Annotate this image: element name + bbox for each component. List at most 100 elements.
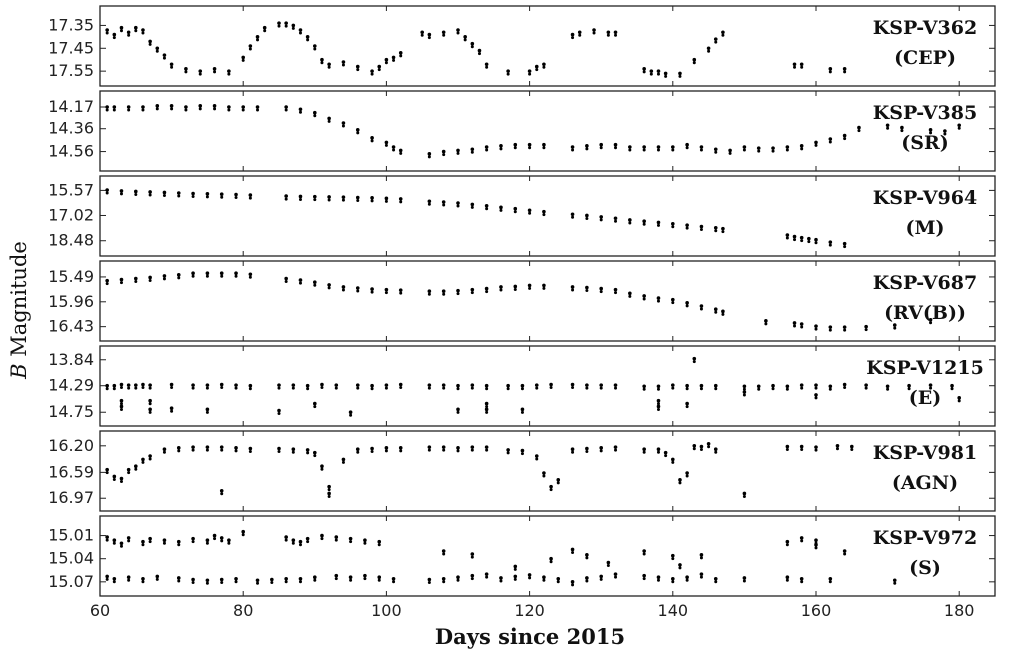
data-point (721, 30, 725, 35)
data-point (127, 108, 131, 112)
data-point (298, 31, 302, 35)
data-point (219, 445, 224, 449)
data-point (799, 322, 804, 326)
data-point (656, 575, 661, 580)
data-point (284, 21, 288, 25)
data-point (484, 401, 489, 406)
y-tick-label: 16.59 (48, 462, 94, 481)
data-point (277, 446, 281, 451)
data-point (742, 494, 746, 498)
data-point (391, 576, 396, 581)
y-tick-label: 14.36 (48, 119, 94, 138)
data-point (685, 474, 689, 478)
data-point (799, 144, 804, 148)
data-point (728, 151, 732, 155)
data-point (191, 386, 195, 390)
panel-ksp-v362: 17.35 17.45 17.55 KSP-V362 (CEP) (48, 5, 996, 87)
data-point (306, 451, 310, 455)
data-point (892, 323, 897, 327)
panel-ksp-v385: 14.17 14.36 14.56 KSP-V385 (SR) (48, 90, 996, 172)
data-point (227, 72, 231, 76)
data-point (713, 307, 718, 311)
data-point (499, 144, 503, 148)
data-point (427, 202, 431, 206)
data-point (843, 245, 847, 249)
data-point (456, 383, 460, 388)
data-point (699, 447, 703, 451)
data-point (671, 221, 675, 226)
data-point (191, 383, 195, 387)
y-axis-title-italic: B (7, 363, 31, 379)
data-point (148, 193, 152, 197)
data-point (456, 449, 460, 453)
data-point (112, 32, 117, 37)
data-point (721, 309, 725, 314)
data-point (398, 148, 403, 153)
data-point (484, 62, 489, 67)
data-point (298, 539, 303, 544)
data-point (370, 450, 374, 454)
data-point (377, 578, 381, 582)
data-point (527, 142, 532, 147)
data-point (277, 450, 281, 454)
panel-name-label: KSP-V981 (873, 442, 977, 464)
data-point (134, 386, 138, 390)
data-point (234, 449, 238, 453)
data-point (148, 457, 152, 461)
data-point (671, 301, 675, 305)
data-point (355, 128, 360, 132)
data-point (699, 145, 704, 149)
data-point (141, 108, 145, 112)
data-point (313, 401, 317, 406)
data-point (255, 35, 260, 39)
data-point (792, 321, 797, 325)
data-point (485, 410, 489, 414)
data-point (864, 386, 868, 390)
data-point (234, 383, 238, 387)
data-point (864, 328, 868, 332)
panel-frame (99, 5, 996, 87)
data-point (513, 206, 518, 211)
data-point (198, 107, 202, 111)
data-point (291, 386, 295, 390)
panel-ksp-v981: 16.20 16.59 16.97 KSP-V981 (AGN) (48, 430, 996, 512)
data-point (219, 536, 224, 540)
data-point (277, 24, 281, 28)
data-point (313, 578, 317, 582)
data-point (699, 575, 703, 579)
data-point (907, 387, 911, 391)
data-point (191, 195, 195, 199)
data-point (814, 448, 818, 452)
data-point (785, 387, 789, 391)
data-point (642, 148, 646, 152)
data-point (334, 386, 338, 390)
data-point (248, 272, 253, 277)
data-point (320, 61, 324, 65)
data-point (298, 281, 302, 285)
data-point (714, 310, 718, 314)
data-point (327, 62, 331, 67)
data-point (885, 384, 890, 389)
data-point (656, 223, 660, 227)
data-point (370, 387, 374, 391)
data-point (785, 539, 790, 544)
data-point (814, 324, 818, 328)
panel-frame (99, 175, 996, 257)
data-point (549, 556, 553, 561)
data-point (571, 215, 575, 219)
data-point (957, 123, 961, 128)
data-point (928, 383, 933, 387)
data-point (842, 241, 847, 246)
data-point (484, 445, 489, 449)
data-point (785, 444, 790, 449)
data-point (313, 575, 317, 580)
data-point (334, 577, 338, 581)
data-point (355, 447, 360, 452)
data-point (527, 208, 532, 213)
data-point (685, 575, 689, 580)
data-point (506, 387, 510, 391)
data-point (134, 192, 138, 196)
data-point (105, 278, 109, 283)
data-point (613, 30, 618, 35)
data-point (162, 277, 166, 281)
